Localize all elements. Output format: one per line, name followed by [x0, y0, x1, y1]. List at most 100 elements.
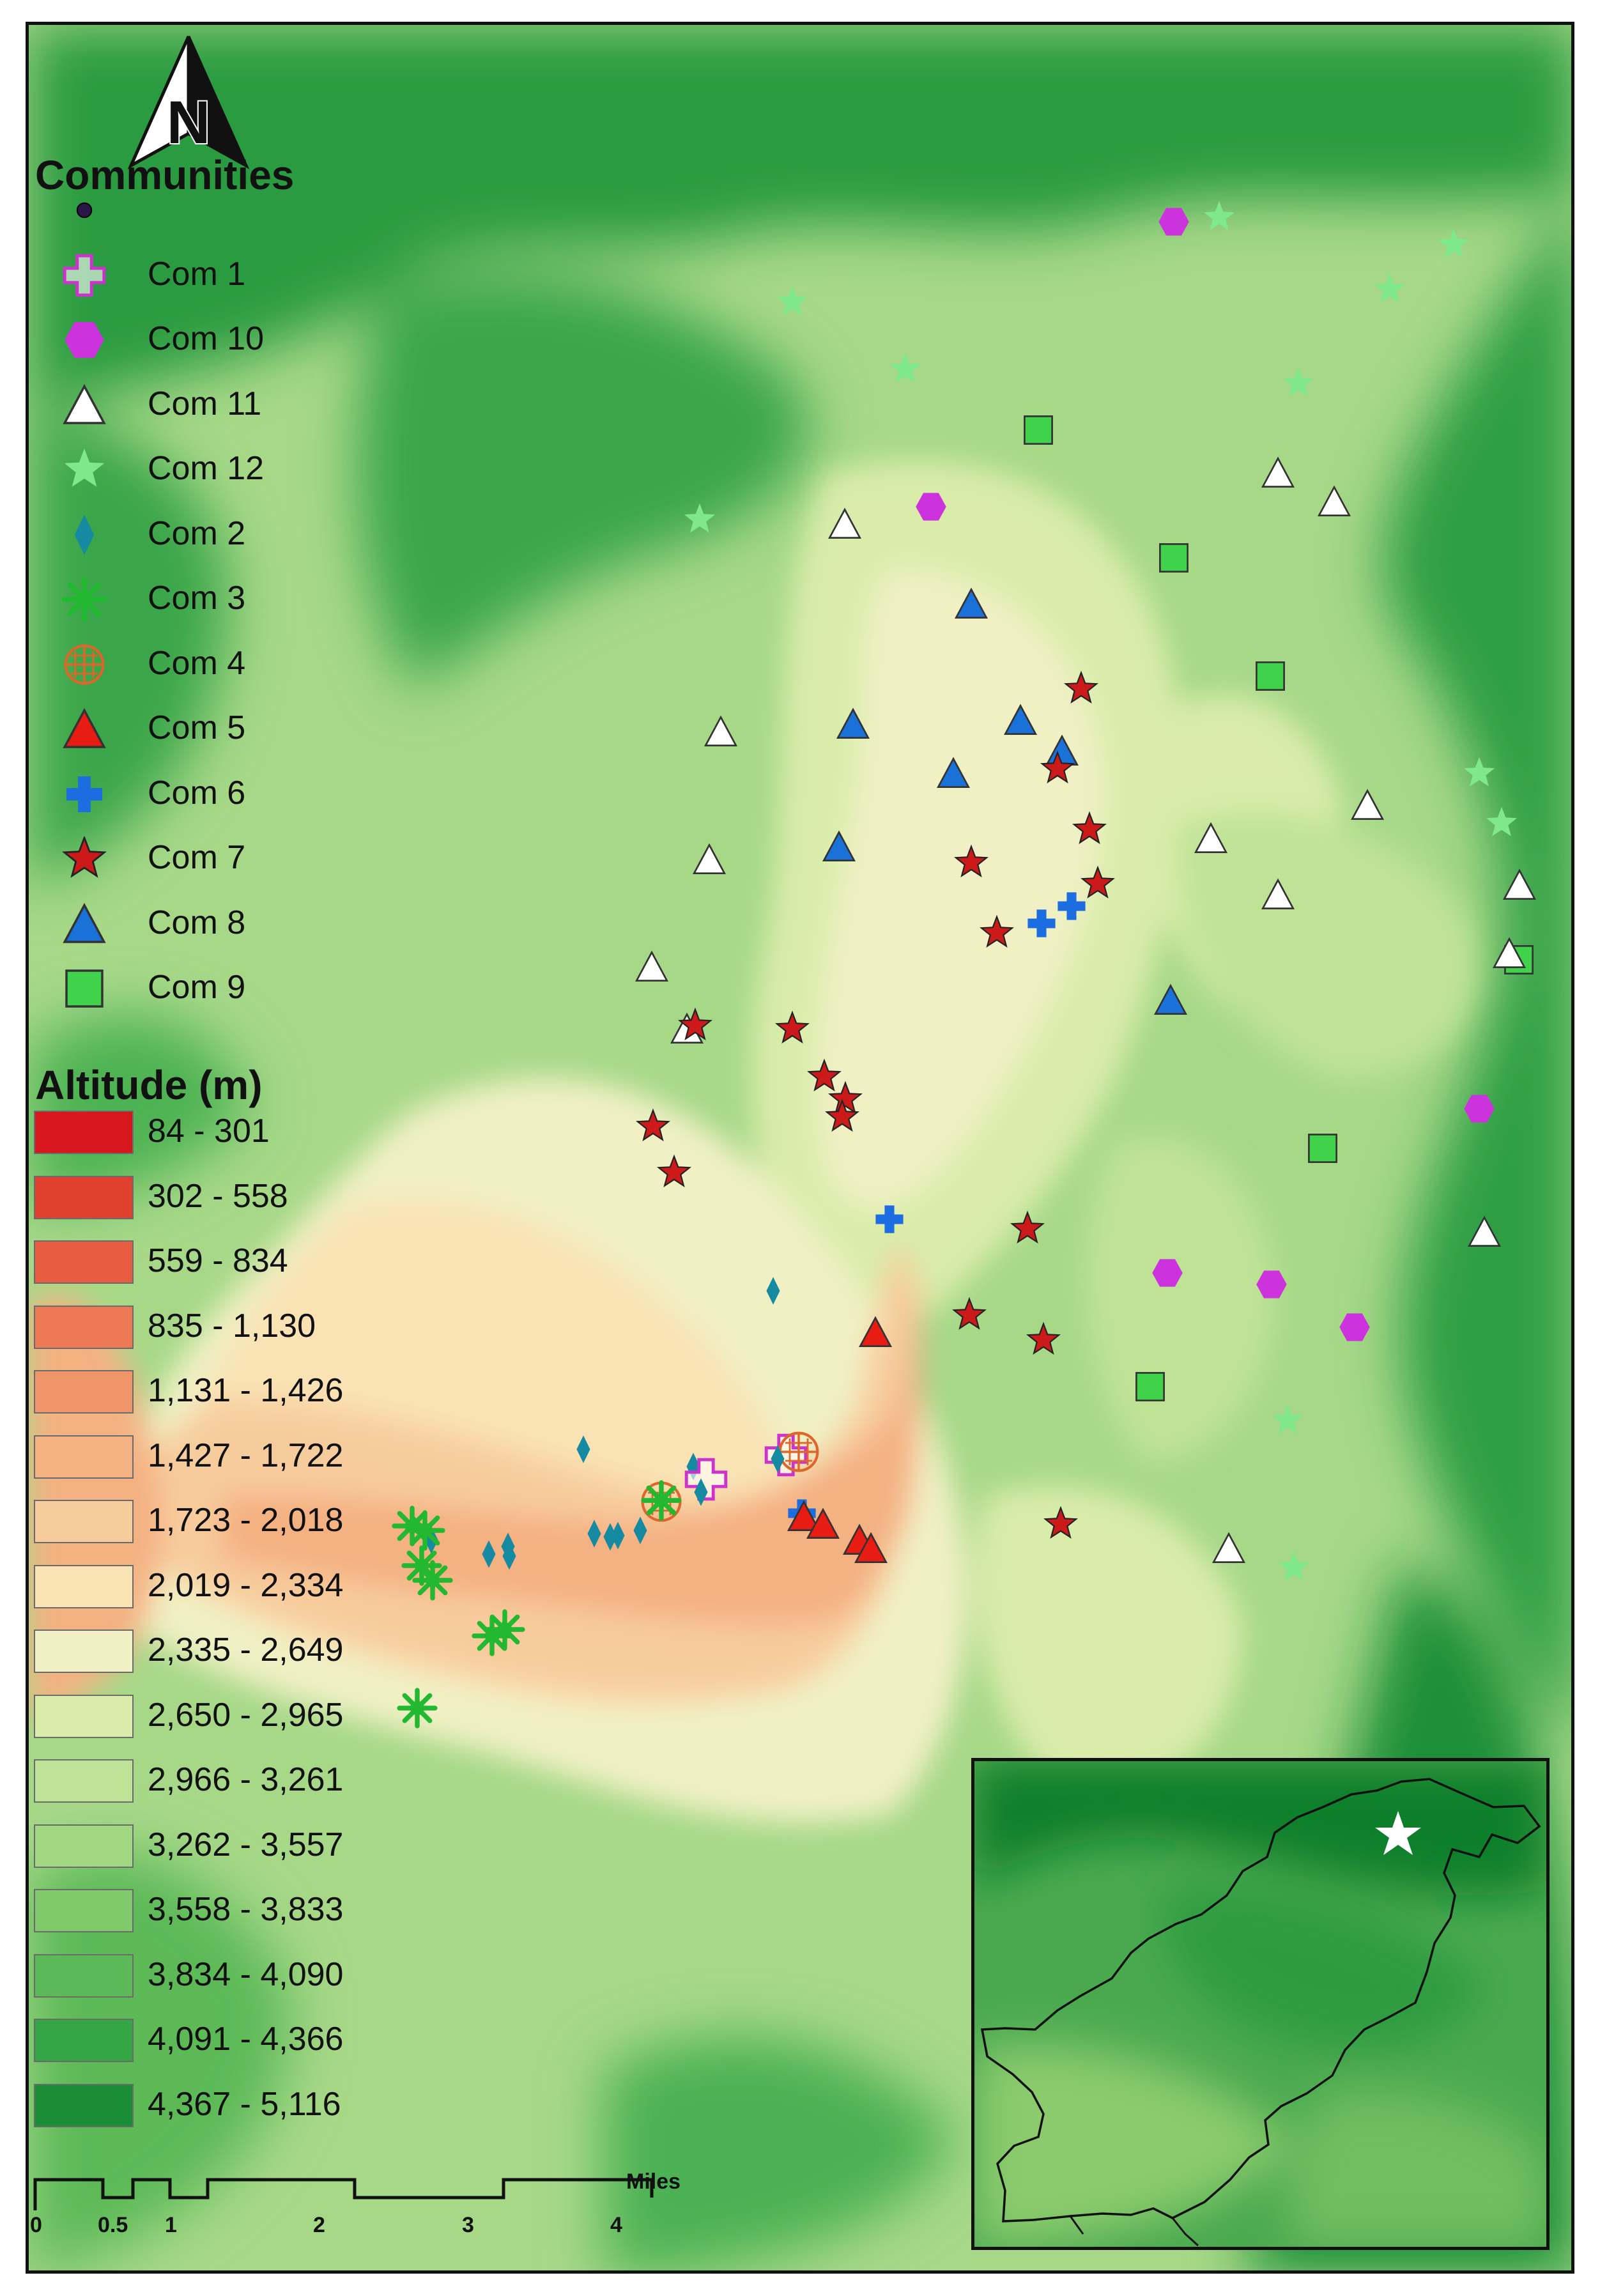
- map-point-com-8[interactable]: [822, 830, 856, 861]
- map-point-com-7[interactable]: [980, 914, 1014, 948]
- map-frame[interactable]: N Communities Com 1 Com 10 Com 11 Com 12 Com …: [26, 22, 1574, 2274]
- north-arrow-icon: N: [127, 35, 250, 169]
- map-point-com-5[interactable]: [858, 1316, 893, 1347]
- map-point-com-9[interactable]: [1308, 1134, 1337, 1163]
- map-point-com-3[interactable]: [484, 1609, 525, 1650]
- map-point-com-11[interactable]: [1317, 485, 1351, 516]
- altitude-swatch: [34, 1694, 134, 1738]
- map-point-com-3[interactable]: [412, 1560, 453, 1601]
- map-point-com-11[interactable]: [635, 950, 669, 982]
- map-point-com-7[interactable]: [1064, 670, 1098, 704]
- altitude-swatch: [34, 1240, 134, 1284]
- map-point-com-11[interactable]: [692, 843, 727, 874]
- map-point-com-10[interactable]: [916, 493, 946, 521]
- map-point-com-12[interactable]: [684, 503, 716, 533]
- map-point-com-7[interactable]: [828, 1081, 863, 1114]
- map-point-com-4[interactable]: [778, 1431, 819, 1472]
- map-point-com-7[interactable]: [1081, 865, 1115, 898]
- map-point-com-10[interactable]: [1152, 1259, 1183, 1287]
- scale-tick-label: 2: [313, 2213, 325, 2237]
- altitude-swatch: [34, 1435, 134, 1479]
- map-point-com-7[interactable]: [1026, 1321, 1061, 1355]
- map-point-com-1[interactable]: [684, 1458, 728, 1501]
- map-point-com-6[interactable]: [875, 1205, 904, 1233]
- map-point-com-11[interactable]: [1467, 1215, 1502, 1247]
- map-point-com-12[interactable]: [1203, 201, 1235, 231]
- legend-symbol-com-11-icon: [63, 383, 106, 424]
- map-point-com-8[interactable]: [1003, 704, 1038, 735]
- altitude-class-label: 835 - 1,130: [148, 1307, 316, 1344]
- map-point-com-6[interactable]: [1058, 892, 1086, 920]
- map-point-com-11[interactable]: [1261, 456, 1295, 488]
- map-point-com-12[interactable]: [1278, 1551, 1310, 1581]
- map-point-com-2[interactable]: [587, 1520, 601, 1548]
- map-point-com-9[interactable]: [1256, 661, 1285, 691]
- map-point-com-7[interactable]: [657, 1154, 691, 1187]
- map-point-com-10[interactable]: [1256, 1270, 1287, 1298]
- legend-symbol-com-1-icon: [63, 254, 106, 297]
- map-point-com-11[interactable]: [704, 715, 738, 746]
- map-point-com-12[interactable]: [776, 286, 808, 316]
- map-point-com-3[interactable]: [397, 1688, 438, 1729]
- map-point-com-2[interactable]: [576, 1435, 590, 1463]
- map-point-com-7[interactable]: [1043, 1506, 1078, 1539]
- map-point-com-7[interactable]: [636, 1108, 670, 1141]
- map-point-com-2[interactable]: [694, 1478, 708, 1506]
- altitude-class-label: 4,367 - 5,116: [148, 2085, 341, 2123]
- map-point-com-8[interactable]: [1153, 983, 1188, 1015]
- map-point-com-2[interactable]: [771, 1445, 785, 1473]
- legend-label-com-2: Com 2: [148, 514, 246, 552]
- map-point-com-7[interactable]: [952, 1297, 987, 1330]
- legend-symbol-com-4-icon: [64, 644, 105, 684]
- map-point-com-1[interactable]: [764, 1433, 808, 1477]
- map-point-com-2[interactable]: [766, 1277, 780, 1305]
- altitude-class-label: 3,262 - 3,557: [148, 1826, 344, 1863]
- map-point-com-2[interactable]: [611, 1522, 625, 1550]
- map-point-com-11[interactable]: [1194, 822, 1228, 853]
- map-point-com-9[interactable]: [1024, 415, 1053, 445]
- map-point-com-11[interactable]: [1492, 937, 1527, 968]
- map-point-com-6[interactable]: [1027, 909, 1056, 937]
- map-point-com-12[interactable]: [1463, 757, 1495, 787]
- map-point-com-8[interactable]: [836, 707, 870, 739]
- map-point-com-7[interactable]: [775, 1010, 810, 1044]
- map-point-com-11[interactable]: [827, 507, 862, 539]
- altitude-class-label: 559 - 834: [148, 1242, 288, 1279]
- map-point-com-11[interactable]: [1350, 789, 1385, 820]
- map-point-com-12[interactable]: [1486, 806, 1518, 836]
- map-point-com-8[interactable]: [954, 587, 988, 619]
- map-point-com-2[interactable]: [686, 1452, 700, 1481]
- map-point-com-10[interactable]: [1158, 208, 1189, 236]
- map-point-com-7[interactable]: [807, 1058, 842, 1091]
- map-point-com-7[interactable]: [678, 1007, 712, 1040]
- map-point-com-2[interactable]: [603, 1523, 617, 1551]
- map-point-com-11[interactable]: [1502, 868, 1537, 900]
- map-point-com-12[interactable]: [1374, 273, 1406, 303]
- map-point-com-7[interactable]: [1040, 750, 1075, 783]
- map-point-com-12[interactable]: [889, 353, 921, 383]
- map-point-com-10[interactable]: [1464, 1095, 1495, 1123]
- map-point-com-11[interactable]: [1212, 1532, 1246, 1563]
- map-point-com-12[interactable]: [1272, 1404, 1304, 1434]
- map-point-com-8[interactable]: [936, 757, 971, 788]
- map-point-com-3[interactable]: [641, 1480, 682, 1521]
- map-point-com-2[interactable]: [502, 1542, 516, 1570]
- map-point-com-5[interactable]: [806, 1507, 840, 1539]
- map-point-com-7[interactable]: [1072, 811, 1107, 844]
- map-point-com-12[interactable]: [1438, 228, 1470, 258]
- map-point-com-7[interactable]: [825, 1098, 859, 1132]
- map-point-com-8[interactable]: [1045, 734, 1079, 766]
- map-point-com-12[interactable]: [1282, 367, 1314, 397]
- map-point-com-9[interactable]: [1159, 543, 1188, 573]
- map-point-com-3[interactable]: [404, 1510, 445, 1551]
- map-point-com-5[interactable]: [787, 1500, 821, 1531]
- map-point-com-10[interactable]: [1339, 1313, 1370, 1341]
- location-star-icon: [1375, 1811, 1421, 1855]
- map-point-com-5[interactable]: [854, 1532, 888, 1563]
- map-point-com-7[interactable]: [1010, 1210, 1045, 1244]
- map-point-com-2[interactable]: [633, 1516, 647, 1545]
- map-point-com-9[interactable]: [1135, 1372, 1165, 1401]
- map-point-com-7[interactable]: [954, 844, 988, 877]
- map-point-com-2[interactable]: [482, 1540, 496, 1568]
- map-point-com-11[interactable]: [1261, 878, 1295, 909]
